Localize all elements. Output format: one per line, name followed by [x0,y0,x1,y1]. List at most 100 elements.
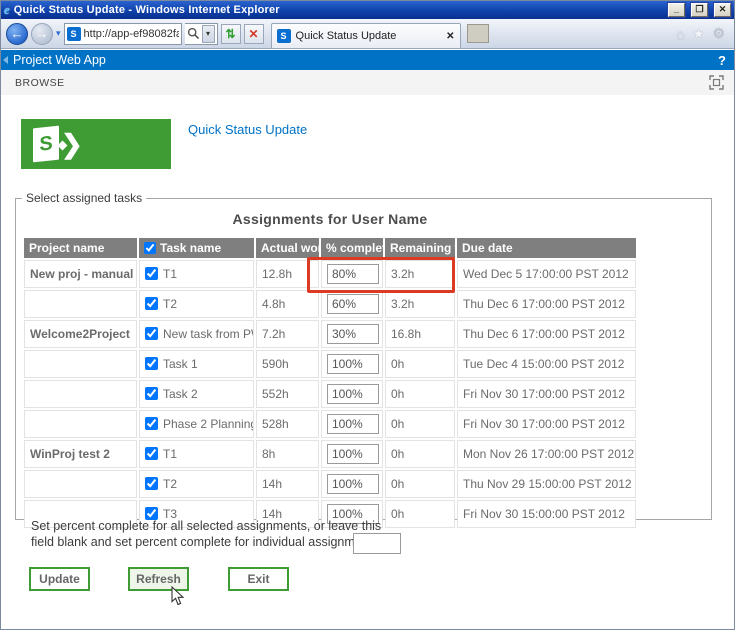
pct-cell [321,470,383,498]
due-date-cell: Fri Nov 30 15:00:00 PST 2012 [457,500,636,528]
new-tab-button[interactable] [466,24,489,43]
gear-icon[interactable]: ⚙ [712,25,725,41]
actual-work-cell: 14h [256,470,319,498]
address-bar[interactable]: S http://app-ef98082fa37e37.sphvm-85... [63,22,182,45]
remaining-cell: 3.2h [385,260,455,288]
ribbon-bar: BROWSE [1,70,734,95]
focus-mode-icon[interactable] [709,75,724,90]
close-icon[interactable]: ✕ [713,2,732,18]
task-cell: T2 [139,470,254,498]
table-row: New proj - manual T1 12.8h 3.2h Wed Dec … [24,260,636,288]
project-cell: New proj - manual [24,260,137,288]
page-title-link[interactable]: Quick Status Update [188,122,308,137]
maximize-icon[interactable]: ❐ [690,2,709,18]
due-date-cell: Thu Dec 6 17:00:00 PST 2012 [457,320,636,348]
header-remaining-work: Remaining work [385,238,455,258]
banner-back-icon[interactable] [3,56,8,64]
task-cell: T1 [139,440,254,468]
pct-input[interactable] [327,384,379,404]
favorites-star-icon[interactable]: ★ [692,25,705,41]
header-task-name-label: Task name [160,241,222,255]
table-row: Phase 2 Planning 528h 0h Fri Nov 30 17:0… [24,410,636,438]
remaining-cell: 0h [385,380,455,408]
help-icon[interactable]: ? [718,52,726,68]
due-date-cell: Mon Nov 26 17:00:00 PST 2012 [457,440,636,468]
fieldset-legend: Select assigned tasks [22,191,147,205]
pct-input[interactable] [327,354,379,374]
actual-work-cell: 528h [256,410,319,438]
task-label: New task from PWA [163,327,253,341]
actual-work-cell: 14h [256,500,319,528]
task-label: T3 [163,507,178,521]
window-title: Quick Status Update - Windows Internet E… [13,4,280,16]
pct-cell [321,320,383,348]
task-checkbox[interactable] [145,477,158,490]
back-icon[interactable]: ← [6,22,28,45]
pct-input[interactable] [327,294,379,314]
tab-browse[interactable]: BROWSE [15,76,65,89]
task-cell: Task 1 [139,350,254,378]
pct-cell [321,410,383,438]
select-all-checkbox[interactable] [144,242,156,254]
address-dropdown-icon[interactable]: ▾ [201,24,215,43]
task-label: Phase 2 Planning [163,417,254,431]
task-cell: T1 [139,260,254,288]
actual-work-cell: 590h [256,350,319,378]
instruction-line-1: Set percent complete for all selected as… [31,519,382,533]
update-button[interactable]: Update [29,567,90,591]
pct-cell [321,380,383,408]
header-actual-work: Actual work [256,238,319,258]
task-checkbox[interactable] [145,447,158,460]
assignments-table: Project name Task name Actual work % com… [22,236,638,530]
header-pct-complete: % complete [321,238,383,258]
pct-input[interactable] [327,504,379,524]
browser-tab[interactable]: S Quick Status Update ✕ [270,23,461,48]
forward-icon[interactable]: → [31,22,53,45]
pct-cell [321,290,383,318]
task-checkbox[interactable] [145,327,158,340]
logo-s-icon: S [33,125,59,163]
history-dropdown-icon[interactable]: ▾ [56,28,61,38]
pct-input[interactable] [327,324,379,344]
actual-work-cell: 8h [256,440,319,468]
tab-close-icon[interactable]: ✕ [446,30,455,42]
search-icon[interactable] [187,27,200,40]
bulk-pct-input[interactable] [353,533,401,554]
instruction-line-2: field blank and set percent complete for… [31,535,382,549]
due-date-cell: Tue Dec 4 15:00:00 PST 2012 [457,350,636,378]
pct-cell [321,350,383,378]
tab-sharepoint-icon: S [276,29,291,43]
pct-cell [321,500,383,528]
task-checkbox[interactable] [145,507,158,520]
sharepoint-icon: S [66,26,81,41]
pct-input[interactable] [327,264,379,284]
exit-button[interactable]: Exit [228,567,289,591]
task-checkbox[interactable] [145,267,158,280]
url-text[interactable]: http://app-ef98082fa37e37.sphvm-85... [83,27,179,40]
pct-cell [321,440,383,468]
browser-chrome: ← → ▾ S http://app-ef98082fa37e37.sphvm-… [1,19,734,49]
home-icon[interactable]: ⌂ [676,25,685,42]
table-row: T2 4.8h 3.2h Thu Dec 6 17:00:00 PST 2012 [24,290,636,318]
refresh-button[interactable]: Refresh [128,567,189,591]
project-cell [24,470,137,498]
app-banner: Project Web App ? [1,50,734,70]
task-label: Task 2 [163,387,198,401]
actual-work-cell: 7.2h [256,320,319,348]
task-checkbox[interactable] [145,297,158,310]
stop-icon[interactable]: ✕ [243,23,264,44]
task-label: T1 [163,267,178,281]
assignments-table-title: Assignments for User Name [232,211,428,227]
chrome-right-icons: ⌂ ★ ⚙ [676,25,729,42]
pct-input[interactable] [327,414,379,434]
task-checkbox[interactable] [145,387,158,400]
due-date-cell: Wed Dec 5 17:00:00 PST 2012 [457,260,636,288]
refresh-icon[interactable]: ⇅ [220,23,241,44]
minimize-icon[interactable]: _ [667,2,686,18]
task-cell: Task 2 [139,380,254,408]
pct-input[interactable] [327,474,379,494]
remaining-cell: 0h [385,440,455,468]
task-checkbox[interactable] [145,357,158,370]
pct-input[interactable] [327,444,379,464]
task-checkbox[interactable] [145,417,158,430]
